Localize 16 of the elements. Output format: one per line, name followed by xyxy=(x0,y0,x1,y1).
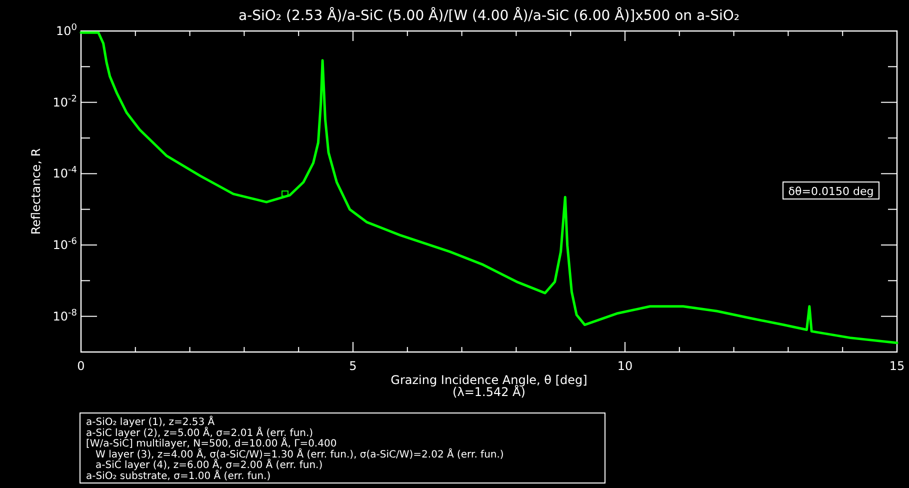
y-tick-label: 10$^{-8}$ xyxy=(52,308,78,324)
x-axis-title: Grazing Incidence Angle, θ [deg] (λ=1.542 Å) xyxy=(390,373,588,399)
x-tick-label: 10 xyxy=(617,359,633,373)
text: a-SiO₂ layer (1), z=2.53 Å xyxy=(86,415,215,428)
x-tick-label: 5 xyxy=(349,359,357,373)
y-axis-title: Reflectance, R xyxy=(29,148,43,235)
annotation: δθ=0.0150 deg xyxy=(788,185,874,198)
line-series xyxy=(80,31,898,344)
y-tick-label: 10$^{0}$ xyxy=(56,23,78,38)
x-tick-label: 0 xyxy=(77,359,85,373)
y-tick-label: 10$^{-4}$ xyxy=(52,166,78,181)
chart-title: a-SiO₂ (2.53 Å)/a-SiC (5.00 Å)/[W (4.00 Å)/a-SiC (6.00 Å)]x500 on a-SiO₂ xyxy=(238,7,740,24)
x-tick-label: 15 xyxy=(889,359,905,373)
y-tick-label: 10$^{-6}$ xyxy=(52,237,78,252)
y-tick-label: 10$^{-2}$ xyxy=(52,94,77,110)
text: a-SiO₂ substrate, σ=1.00 Å (err. fun.) xyxy=(86,469,271,482)
